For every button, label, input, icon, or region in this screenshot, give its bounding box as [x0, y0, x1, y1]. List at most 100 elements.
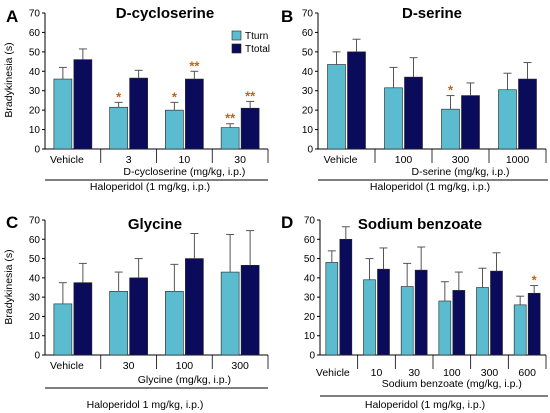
panel-a: A D-cycloserine 0 10 20 30 40 50 60 70 Bradykinesi…: [3, 5, 270, 193]
y-tick-label: 70: [29, 216, 41, 227]
x-category-label: 300: [231, 360, 249, 372]
panel-letter: A: [6, 7, 18, 26]
bar-turn-0: [325, 262, 339, 356]
panel-letter: C: [6, 213, 18, 232]
bar-total-0: [73, 59, 93, 150]
panel-letter: D: [281, 213, 293, 232]
legend-label-turn: Tturn: [245, 31, 268, 42]
bar-turn-2: [165, 291, 184, 356]
x-category-label: Vehicle: [324, 154, 358, 166]
bar-total-1: [129, 277, 148, 356]
x-axis-label: D-serine (mg/kg, i.p.): [411, 166, 509, 178]
legend-swatch-turn: [231, 30, 242, 41]
y-tick-label: 70: [29, 9, 41, 20]
panel-d: D Sodium benzoate 0 10 20 30 40 50 60 70 Vehicle 10…: [281, 213, 548, 411]
panel-title: Sodium benzoate: [358, 216, 482, 233]
panel-b: B D-serine 0 10 20 30 40 50 60 70 Vehicle 100 * 300 10…: [281, 5, 548, 193]
legend-label-total: Ttotal: [245, 44, 270, 55]
x-category-label: 3: [126, 154, 132, 166]
significance-mark: *: [532, 273, 538, 288]
bar-turn-1: [384, 87, 403, 150]
y-tick-label: 20: [29, 312, 41, 323]
bar-total-3: [240, 107, 260, 150]
y-tick-label: 50: [302, 47, 314, 58]
x-axis-label: Sodium benzoate (mg/kg, i.p.): [382, 378, 522, 390]
legend-swatch-total: [231, 43, 242, 54]
bar-turn-0: [53, 303, 73, 356]
x-category-label: Vehicle: [50, 360, 84, 372]
y-tick-label: 40: [304, 273, 316, 284]
panel-c: C Glycine 0 10 20 30 40 50 60 70 Bradykinesia (s) V…: [3, 213, 269, 411]
bar-turn-5: [513, 304, 527, 356]
bar-turn-0: [53, 78, 73, 150]
y-tick-label: 50: [304, 254, 316, 265]
y-tick-label: 0: [34, 351, 40, 362]
y-tick-label: 30: [302, 86, 314, 97]
x-category-label: 1000: [506, 154, 530, 166]
x-category-label: 300: [452, 154, 470, 166]
x-category-label: 100: [176, 360, 194, 372]
y-tick-label: 40: [29, 273, 41, 284]
bar-turn-2: [441, 108, 460, 150]
x-category-label: 30: [234, 154, 246, 166]
y-tick-label: 50: [29, 47, 41, 58]
x-category-label: 30: [408, 367, 420, 379]
bar-turn-3: [438, 300, 452, 356]
bar-turn-4: [476, 287, 489, 356]
treatment-label: Haloperidol (1 mg/kg, i.p.): [365, 399, 485, 411]
bar-total-1: [129, 77, 148, 150]
y-tick-label: 30: [29, 293, 41, 304]
y-tick-label: 50: [29, 254, 41, 265]
x-category-label: 10: [179, 154, 191, 166]
significance-mark: **: [189, 58, 200, 73]
panel-title: D-cycloserine: [116, 5, 214, 22]
bar-total-2: [414, 269, 428, 356]
significance-mark: **: [245, 88, 256, 103]
bar-turn-3: [220, 127, 240, 150]
bar-total-2: [185, 258, 204, 356]
y-tick-label: 20: [304, 312, 316, 323]
y-tick-label: 20: [302, 106, 314, 117]
bar-total-2: [461, 95, 480, 150]
y-tick-label: 70: [304, 216, 316, 227]
x-category-label: 300: [481, 367, 499, 379]
y-tick-label: 30: [304, 293, 316, 304]
y-tick-label: 60: [302, 28, 314, 39]
bar-total-1: [377, 268, 390, 356]
y-tick-label: 40: [302, 67, 314, 78]
y-tick-label: 0: [307, 145, 313, 156]
x-category-label: 100: [443, 367, 461, 379]
bar-turn-3: [220, 271, 240, 356]
bar-turn-1: [109, 106, 128, 150]
bar-turn-2: [400, 286, 414, 356]
y-tick-label: 0: [309, 351, 315, 362]
y-tick-label: 60: [29, 235, 41, 246]
y-tick-label: 60: [29, 28, 41, 39]
y-axis-label: Bradykinesia (s): [3, 42, 15, 117]
x-category-label: 600: [518, 367, 536, 379]
y-tick-label: 10: [304, 331, 316, 342]
bar-total-1: [404, 76, 423, 150]
y-tick-label: 10: [302, 125, 314, 136]
y-tick-label: 30: [29, 86, 41, 97]
bar-turn-3: [498, 89, 517, 150]
bar-total-0: [73, 282, 93, 356]
y-tick-label: 0: [34, 145, 40, 156]
significance-mark: *: [116, 89, 122, 104]
panel-title: Glycine: [128, 216, 182, 233]
significance-mark: **: [225, 111, 236, 126]
y-tick-label: 10: [29, 331, 41, 342]
x-category-label: Vehicle: [316, 367, 350, 379]
bar-turn-1: [109, 291, 128, 356]
y-axis-label: Bradykinesia (s): [3, 249, 15, 324]
bar-total-3: [452, 290, 466, 356]
y-tick-label: 60: [304, 235, 316, 246]
panel-title: D-serine: [402, 5, 462, 22]
legend: Tturn Ttotal: [231, 30, 270, 55]
treatment-label: Haloperidol (1 mg/kg, i.p.): [370, 181, 490, 193]
x-axis-label: D-cycloserine (mg/kg, i.p.): [123, 166, 245, 178]
significance-mark: *: [448, 83, 454, 98]
bar-total-2: [185, 78, 204, 150]
bar-total-4: [490, 270, 503, 356]
treatment-label: Haloperidol 1 mg/kg, i.p.): [87, 399, 204, 411]
